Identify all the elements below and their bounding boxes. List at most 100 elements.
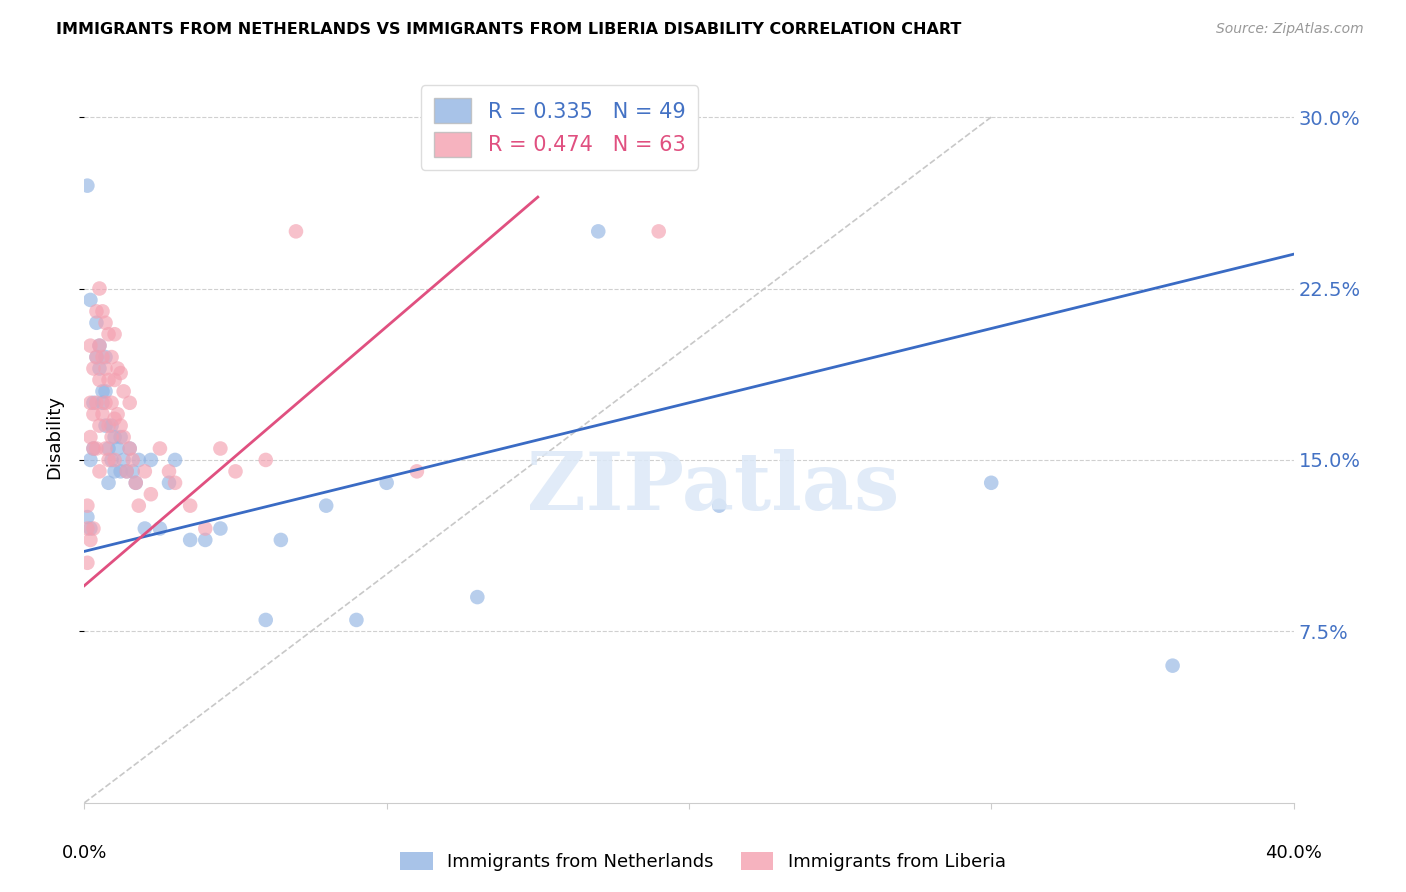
Point	[139, 453, 162, 467]
Point	[86, 316, 108, 330]
Legend: Immigrants from Netherlands, Immigrants from Liberia: Immigrants from Netherlands, Immigrants …	[394, 845, 1012, 879]
Point	[76, 510, 98, 524]
Point	[86, 442, 108, 456]
Point	[91, 384, 114, 399]
Point	[100, 350, 122, 364]
Point	[97, 453, 120, 467]
Point	[76, 499, 98, 513]
Point	[112, 453, 135, 467]
Point	[82, 361, 104, 376]
Point	[588, 224, 610, 238]
Point	[100, 453, 122, 467]
Point	[110, 464, 132, 478]
Point	[118, 396, 141, 410]
Point	[104, 464, 127, 478]
Point	[86, 304, 108, 318]
Point	[118, 442, 141, 456]
Point	[225, 464, 247, 478]
Point	[94, 396, 117, 410]
Point	[134, 464, 156, 478]
Point	[125, 475, 148, 490]
Point	[194, 533, 217, 547]
Point	[107, 442, 129, 456]
Point	[94, 384, 117, 399]
Point	[1161, 658, 1184, 673]
Point	[118, 442, 141, 456]
Point	[97, 418, 120, 433]
Point	[91, 304, 114, 318]
Point	[375, 475, 398, 490]
Point	[121, 453, 143, 467]
Point	[100, 396, 122, 410]
Point	[115, 464, 138, 478]
Point	[91, 350, 114, 364]
Point	[121, 464, 143, 478]
Point	[100, 430, 122, 444]
Point	[97, 327, 120, 342]
Point	[209, 442, 232, 456]
Text: Source: ZipAtlas.com: Source: ZipAtlas.com	[1216, 22, 1364, 37]
Point	[125, 475, 148, 490]
Text: 0.0%: 0.0%	[62, 844, 107, 862]
Point	[76, 556, 98, 570]
Point	[82, 396, 104, 410]
Point	[79, 453, 101, 467]
Point	[79, 430, 101, 444]
Point	[194, 521, 217, 535]
Point	[79, 338, 101, 352]
Point	[110, 366, 132, 380]
Point	[86, 396, 108, 410]
Point	[89, 464, 111, 478]
Point	[165, 453, 187, 467]
Point	[139, 487, 162, 501]
Point	[157, 475, 180, 490]
Point	[107, 361, 129, 376]
Point	[89, 361, 111, 376]
Point	[94, 361, 117, 376]
Point	[79, 533, 101, 547]
Point	[254, 613, 277, 627]
Point	[89, 373, 111, 387]
Text: ZIPatlas: ZIPatlas	[527, 450, 900, 527]
Legend: R = 0.335   N = 49, R = 0.474   N = 63: R = 0.335 N = 49, R = 0.474 N = 63	[422, 86, 699, 169]
Point	[110, 430, 132, 444]
Point	[115, 464, 138, 478]
Point	[648, 224, 671, 238]
Point	[82, 442, 104, 456]
Point	[97, 373, 120, 387]
Point	[94, 316, 117, 330]
Point	[89, 338, 111, 352]
Point	[467, 590, 489, 604]
Point	[209, 521, 232, 535]
Point	[79, 396, 101, 410]
Point	[97, 442, 120, 456]
Point	[104, 327, 127, 342]
Point	[97, 475, 120, 490]
Point	[254, 453, 277, 467]
Text: 40.0%: 40.0%	[1265, 844, 1322, 862]
Point	[89, 418, 111, 433]
Point	[82, 521, 104, 535]
Point	[270, 533, 292, 547]
Point	[91, 407, 114, 421]
Point	[128, 499, 150, 513]
Point	[94, 418, 117, 433]
Point	[134, 521, 156, 535]
Point	[112, 430, 135, 444]
Point	[149, 521, 172, 535]
Point	[110, 418, 132, 433]
Point	[94, 350, 117, 364]
Point	[346, 613, 368, 627]
Point	[79, 293, 101, 307]
Point	[76, 521, 98, 535]
Point	[128, 453, 150, 467]
Point	[86, 350, 108, 364]
Point	[179, 499, 201, 513]
Point	[82, 442, 104, 456]
Point	[980, 475, 1002, 490]
Text: IMMIGRANTS FROM NETHERLANDS VS IMMIGRANTS FROM LIBERIA DISABILITY CORRELATION CH: IMMIGRANTS FROM NETHERLANDS VS IMMIGRANT…	[56, 22, 962, 37]
Point	[107, 407, 129, 421]
Y-axis label: Disability: Disability	[45, 395, 63, 479]
Point	[89, 338, 111, 352]
Point	[406, 464, 429, 478]
